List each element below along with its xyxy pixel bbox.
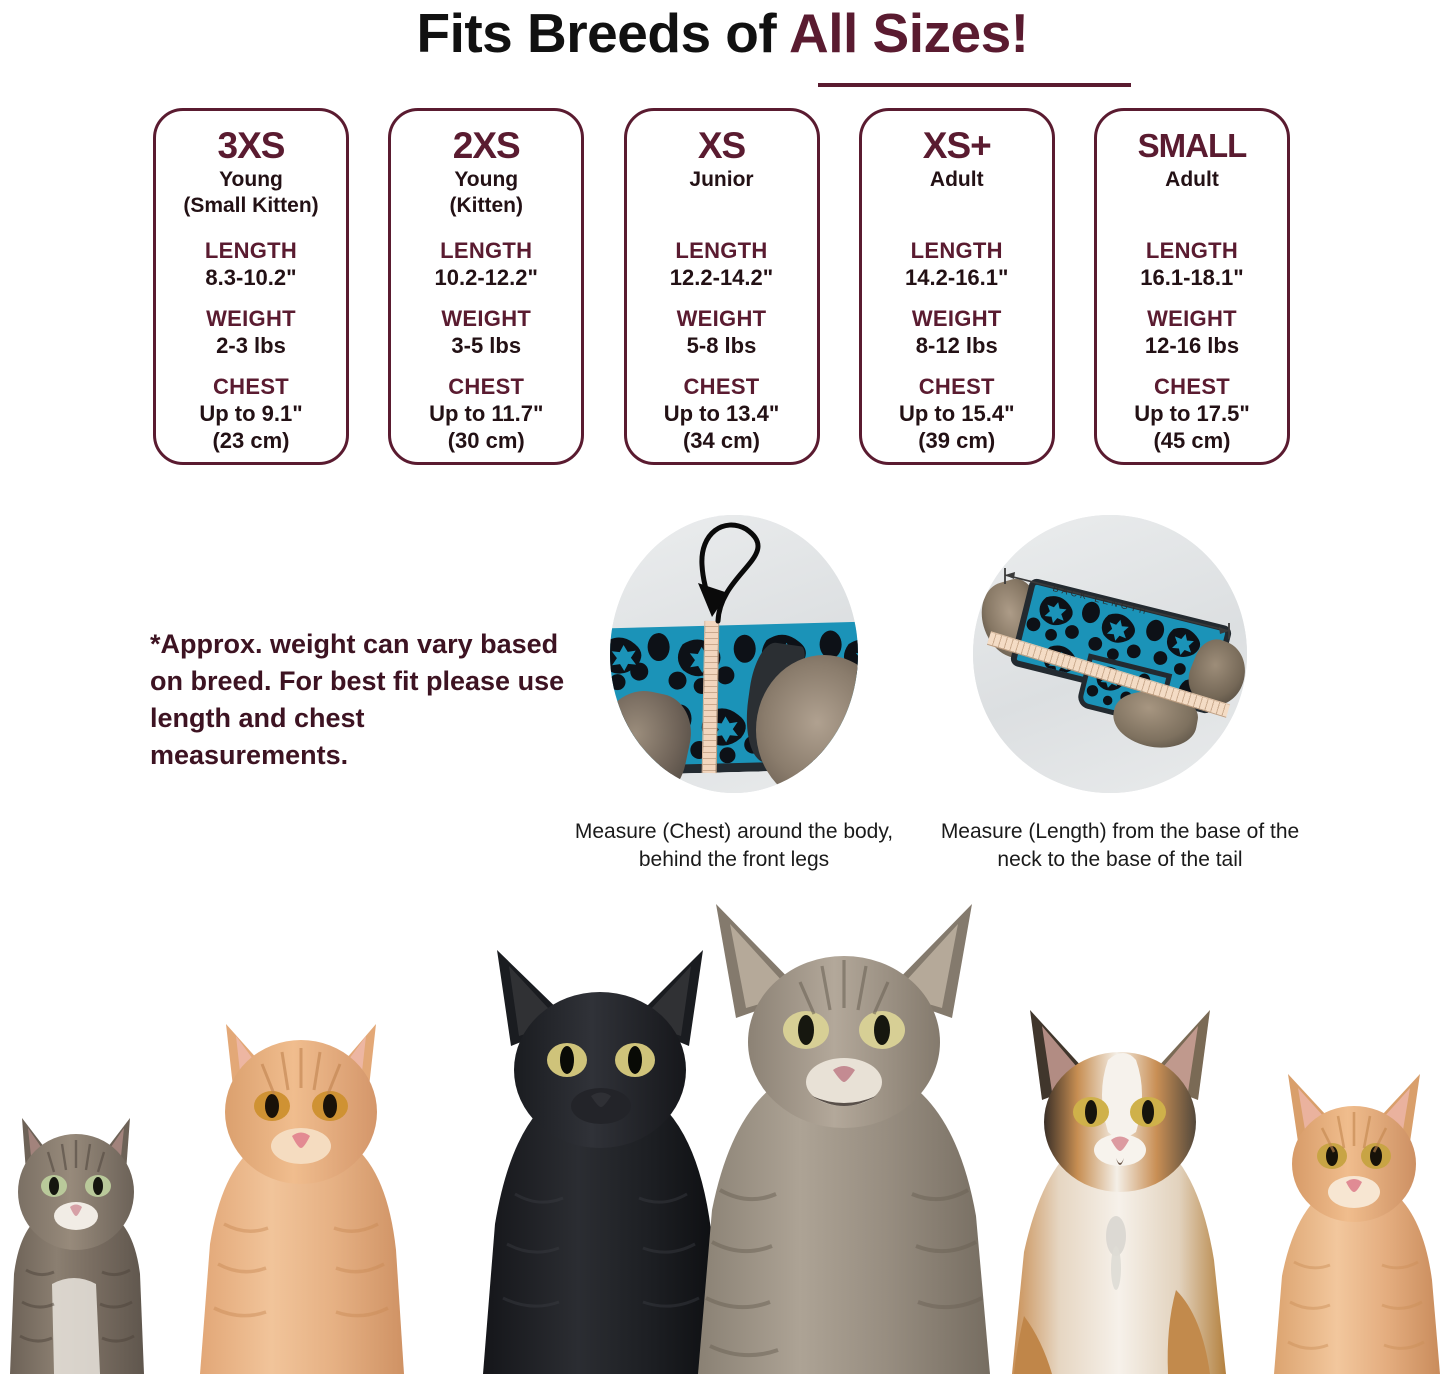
title-underline — [818, 83, 1131, 87]
length-spec: LENGTH 14.2-16.1" — [862, 237, 1052, 291]
weight-spec: WEIGHT 2-3 lbs — [156, 305, 346, 359]
cat-calico — [1012, 1010, 1226, 1374]
length-value: 8.3-10.2" — [205, 265, 297, 290]
length-value: 12.2-14.2" — [669, 265, 774, 290]
curved-down-arrow-icon — [698, 522, 761, 624]
size-name: SMALL — [1137, 127, 1248, 164]
cat-gray-tabby-maine-coon — [698, 904, 990, 1374]
size-name: 2XS — [452, 125, 521, 166]
size-card-xs[interactable]: XS Junior LENGTH 12.2-14.2" WEIGHT 5-8 l… — [623, 108, 820, 465]
cat-black-longhair — [483, 950, 721, 1374]
cat-orange-kitten — [1274, 1074, 1440, 1374]
chest-metric: (34 cm) — [682, 428, 761, 453]
back-length-dimension-line — [1004, 568, 1230, 639]
size-card-xs-plus[interactable]: XS+ Adult LENGTH 14.2-16.1" WEIGHT 8-12 … — [858, 108, 1055, 465]
chest-spec: CHEST Up to 13.4" (34 cm) — [627, 373, 817, 454]
measuring-tape-vertical — [701, 620, 720, 774]
chest-spec: CHEST Up to 9.1" (23 cm) — [156, 373, 346, 454]
weight-label: WEIGHT — [676, 306, 767, 331]
size-name: XS — [697, 125, 746, 166]
weight-value: 12-16 lbs — [1144, 333, 1240, 358]
size-age-sub: (Small Kitten) — [183, 194, 319, 217]
size-name: 3XS — [217, 125, 286, 166]
size-chart: 3XS Young (Small Kitten) LENGTH 8.3-10.2… — [153, 108, 1290, 465]
length-value: 16.1-18.1" — [1140, 265, 1244, 290]
chest-metric: (30 cm) — [447, 428, 525, 453]
weight-value: 2-3 lbs — [216, 333, 286, 358]
length-label: LENGTH — [1145, 238, 1239, 263]
chest-label: CHEST — [448, 374, 525, 399]
chest-photo-caption: Measure (Chest) around the body, behind … — [574, 820, 894, 871]
chest-metric: (45 cm) — [1153, 428, 1231, 453]
page-title: Fits Breeds of All Sizes! — [0, 2, 1445, 64]
chest-value: Up to 17.5" — [1134, 401, 1250, 426]
length-spec: LENGTH 10.2-12.2" — [391, 237, 581, 291]
weight-spec: WEIGHT 8-12 lbs — [862, 305, 1052, 359]
chest-value: Up to 15.4" — [898, 401, 1015, 426]
weight-value: 5-8 lbs — [686, 333, 757, 358]
weight-spec: WEIGHT 3-5 lbs — [391, 305, 581, 359]
fit-note: *Approx. weight can vary based on breed.… — [150, 629, 565, 770]
length-label: LENGTH — [440, 238, 533, 263]
page-title-accent: All Sizes! — [788, 2, 1029, 64]
chest-spec: CHEST Up to 15.4" (39 cm) — [862, 373, 1052, 454]
size-age-sub — [1097, 193, 1287, 219]
length-spec: LENGTH 12.2-14.2" — [627, 237, 817, 291]
weight-value: 3-5 lbs — [451, 333, 522, 358]
size-age: Young — [454, 168, 519, 191]
size-card-2xs[interactable]: 2XS Young (Kitten) LENGTH 10.2-12.2" WEI… — [388, 108, 585, 465]
weight-value: 8-12 lbs — [915, 333, 998, 358]
length-measure-photo: BACK LENGTH — [973, 515, 1247, 793]
weight-label: WEIGHT — [1147, 306, 1237, 331]
chest-label: CHEST — [212, 374, 290, 399]
cats-lineup-photo — [0, 890, 1445, 1374]
weight-label: WEIGHT — [441, 306, 532, 331]
weight-spec: WEIGHT 5-8 lbs — [627, 305, 817, 359]
chest-value: Up to 11.7" — [429, 401, 544, 426]
chest-label: CHEST — [1153, 374, 1231, 399]
page-title-plain: Fits Breeds of — [416, 2, 789, 64]
chest-spec: CHEST Up to 17.5" (45 cm) — [1097, 373, 1287, 454]
weight-label: WEIGHT — [206, 306, 296, 331]
weight-spec: WEIGHT 12-16 lbs — [1097, 305, 1287, 359]
size-card-small[interactable]: SMALL Adult LENGTH 16.1-18.1" WEIGHT 12-… — [1094, 108, 1290, 465]
size-name: XS+ — [922, 125, 992, 166]
size-age-sub: (Kitten) — [449, 194, 523, 217]
weight-label: WEIGHT — [911, 306, 1002, 331]
chest-value: Up to 13.4" — [663, 401, 780, 426]
chest-label: CHEST — [683, 374, 760, 399]
chest-value: Up to 9.1" — [199, 401, 303, 426]
chest-metric: (39 cm) — [918, 428, 996, 453]
length-spec: LENGTH 8.3-10.2" — [156, 237, 346, 291]
cat-orange-tabby — [200, 1024, 404, 1374]
length-label: LENGTH — [910, 238, 1003, 263]
length-label: LENGTH — [675, 238, 768, 263]
length-photo-caption: Measure (Length) from the base of the ne… — [940, 820, 1300, 871]
size-age: Adult — [929, 168, 984, 191]
length-label: LENGTH — [204, 238, 298, 263]
size-card-3xs[interactable]: 3XS Young (Small Kitten) LENGTH 8.3-10.2… — [153, 108, 349, 465]
cat-gray-tabby-kitten — [10, 1118, 144, 1374]
length-value: 14.2-16.1" — [905, 265, 1009, 290]
size-age: Adult — [1165, 168, 1219, 191]
chest-measure-photo — [610, 515, 858, 793]
length-value: 10.2-12.2" — [434, 265, 538, 290]
size-age-sub — [862, 193, 1052, 219]
size-age-sub — [627, 193, 817, 219]
chest-spec: CHEST Up to 11.7" (30 cm) — [391, 373, 581, 454]
size-age: Junior — [689, 168, 754, 191]
length-spec: LENGTH 16.1-18.1" — [1097, 237, 1287, 291]
size-age: Young — [219, 168, 283, 191]
chest-label: CHEST — [918, 374, 995, 399]
chest-metric: (23 cm) — [212, 428, 290, 453]
